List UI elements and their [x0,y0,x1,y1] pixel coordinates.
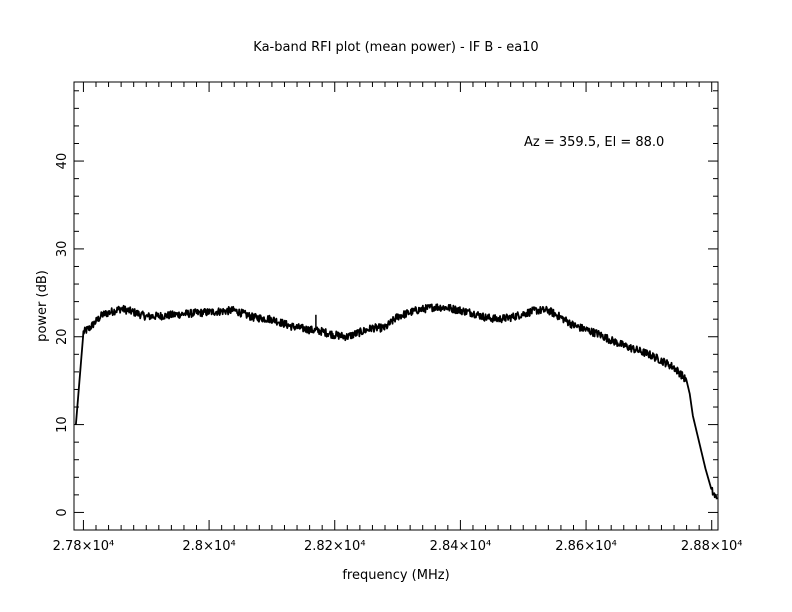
y-tick-label: 0 [55,508,70,516]
y-tick-label: 10 [55,416,70,433]
az-el-annotation: Az = 359.5, El = 88.0 [524,135,664,150]
x-axis-label: frequency (MHz) [342,568,449,583]
x-tick-label: 2.88×10⁴ [681,539,743,554]
y-axis-label: power (dB) [35,270,50,342]
y-tick-label: 20 [55,328,70,345]
x-tick-label: 2.82×10⁴ [304,539,366,554]
plot-frame [73,81,719,531]
power-series-line [74,303,718,500]
x-tick-label: 2.84×10⁴ [430,539,492,554]
chart-title: Ka-band RFI plot (mean power) - IF B - e… [253,40,538,55]
y-axis: 0 10 20 30 40 [55,90,718,531]
y-tick-label: 40 [55,153,70,170]
x-axis: 2.78×10⁴ 2.8×10⁴ 2.82×10⁴ 2.84×10⁴ 2.86×10⁴ 2… [53,82,743,554]
y-tick-label: 30 [55,241,70,258]
x-tick-label: 2.78×10⁴ [53,539,115,554]
x-tick-label: 2.8×10⁴ [182,539,235,554]
x-tick-label: 2.86×10⁴ [555,539,617,554]
